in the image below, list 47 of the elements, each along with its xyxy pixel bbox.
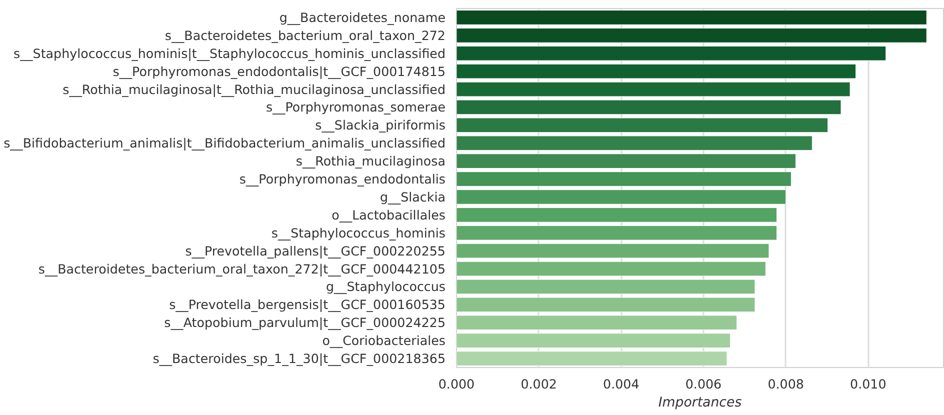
bar [456, 64, 856, 79]
bar [456, 243, 770, 258]
bar [456, 10, 927, 25]
x-tick-label: 0.000 [438, 376, 475, 392]
y-tick-label: s__Bacteroidetes_bacterium_oral_taxon_272 [164, 28, 446, 43]
bar [456, 333, 731, 348]
x-tick-label: 0.008 [768, 376, 804, 392]
y-tick-label: g__Bacteroidetes_noname [279, 10, 446, 25]
y-tick-label: s__Bifidobacterium_animalis|t__Bifidobacterium_animalis_unclassified [4, 136, 446, 151]
bar [456, 225, 778, 240]
y-tick-label: s__Porphyromonas_endodontalis|t__GCF_000174815 [112, 64, 446, 79]
bar [456, 207, 778, 222]
y-tick-label: s__Staphylococcus_hominis [271, 225, 446, 240]
y-tick-label: s__Porphyromonas_endodontalis [239, 172, 446, 187]
x-tick-label: 0.004 [603, 376, 640, 392]
x-tick-label: 0.006 [685, 376, 722, 392]
bar [456, 279, 756, 294]
y-tick-label: s__Slackia_piriformis [315, 118, 446, 133]
bar [456, 315, 738, 330]
y-tick-label: g__Staphylococcus [326, 279, 446, 294]
y-tick-label: s__Rothia_mucilaginosa|t__Rothia_mucilaginosa_unclassified [62, 82, 446, 97]
bar [456, 154, 796, 169]
y-tick-label: s__Bacteroides_sp_1_1_30|t__GCF_000218365 [152, 351, 446, 366]
y-tick-label: s__Prevotella_pallens|t__GCF_000220255 [185, 243, 446, 258]
y-tick-label: o__Lactobacillales [332, 207, 446, 222]
bar [456, 297, 756, 312]
y-tick-label: s__Rothia_mucilaginosa [296, 154, 446, 169]
bar [456, 172, 792, 186]
bar [456, 28, 927, 43]
bar [456, 100, 842, 115]
x-tick-label: 0.010 [850, 376, 886, 392]
x-axis-title: Importances [658, 396, 742, 410]
bar [456, 136, 812, 151]
x-tick-label: 0.002 [520, 376, 557, 392]
y-tick-label: o__Coriobacteriales [322, 333, 446, 348]
bar [456, 82, 850, 97]
y-tick-label: s__Prevotella_bergensis|t__GCF_000160535 [169, 297, 446, 312]
bar [456, 261, 766, 276]
bar [456, 46, 886, 61]
y-tick-label: s__Staphylococcus_hominis|t__Staphylococcus_hominis_unclassified [14, 46, 446, 61]
y-tick-label: s__Porphyromonas_somerae [266, 100, 446, 115]
y-tick-label: s__Bacteroidetes_bacterium_oral_taxon_272|t__GCF_000442105 [38, 261, 446, 276]
y-tick-label: s__Atopobium_parvulum|t__GCF_000024225 [164, 315, 446, 330]
bar [456, 118, 828, 133]
bar [456, 351, 728, 366]
y-tick-label: g__Slackia [380, 189, 446, 204]
bar [456, 190, 786, 204]
